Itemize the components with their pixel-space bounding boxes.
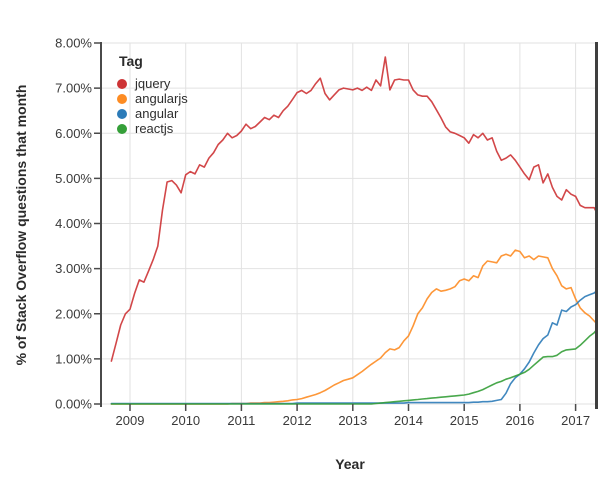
axes — [94, 42, 577, 411]
x-tick-label: 2011 — [227, 413, 255, 428]
y-tick-label: 7.00% — [55, 81, 92, 96]
x-tick-label: 2015 — [450, 413, 479, 428]
y-tick-label: 4.00% — [55, 216, 92, 231]
series-line-reactjs — [110, 328, 597, 405]
tick-labels: 0.00% 1.00% 2.00% 3.00% 4.00% 5.00% 6.00% 7.00%… — [55, 36, 590, 429]
y-tick-label: 8.00% — [55, 36, 92, 51]
y-tick-label: 6.00% — [55, 126, 92, 141]
series-line-angular — [110, 289, 597, 405]
legend-title: Tag — [119, 53, 143, 69]
x-tick-label: 2016 — [505, 413, 534, 428]
gridlines — [101, 42, 597, 405]
legend-item-angular: angular — [117, 106, 188, 121]
y-tick-label: 2.00% — [55, 306, 92, 321]
y-tick-label: 5.00% — [55, 171, 92, 186]
x-tick-label: 2009 — [116, 413, 145, 428]
legend-item-reactjs: reactjs — [117, 121, 188, 136]
x-tick-label: 2012 — [283, 413, 312, 428]
y-tick-label: 0.00% — [55, 397, 92, 412]
x-tick-label: 2010 — [171, 413, 200, 428]
x-tick-label: 2017 — [561, 413, 590, 428]
legend-dot-angularjs — [117, 93, 127, 104]
series-line-jquery — [110, 56, 597, 362]
y-axis-title: % of Stack Overflow questions that month — [13, 84, 29, 366]
legend-label-jquery: jquery — [135, 76, 171, 91]
legend-label-reactjs: reactjs — [135, 121, 174, 136]
legend-item-jquery: jquery — [117, 76, 188, 91]
legend: Tag jquery angularjs angular reactjs — [117, 53, 188, 136]
legend-dot-jquery — [117, 78, 127, 89]
y-tick-label: 3.00% — [55, 261, 92, 276]
legend-item-angularjs: angularjs — [117, 91, 188, 106]
legend-dot-angular — [117, 108, 127, 119]
series-group — [110, 56, 597, 405]
x-tick-label: 2014 — [394, 413, 423, 428]
legend-label-angularjs: angularjs — [135, 91, 188, 106]
x-axis-title: Year — [335, 456, 365, 472]
legend-dot-reactjs — [117, 123, 127, 134]
series-line-angularjs — [110, 249, 597, 405]
legend-label-angular: angular — [135, 106, 179, 121]
x-tick-label: 2013 — [338, 413, 367, 428]
y-tick-label: 1.00% — [55, 351, 92, 366]
